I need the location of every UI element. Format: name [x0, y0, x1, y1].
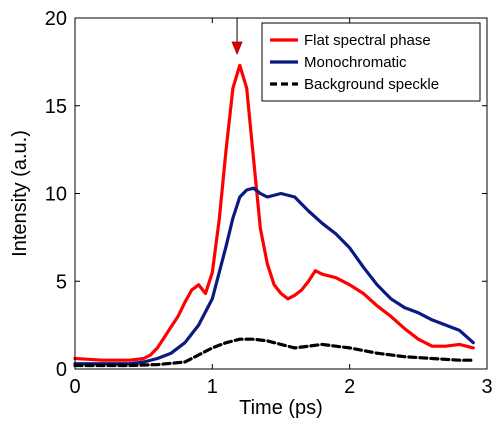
series-line-1	[73, 186, 475, 366]
legend-box	[261, 22, 481, 102]
legend-label: Background speckle	[304, 76, 439, 93]
x-tick-label: 2	[344, 376, 355, 398]
x-tick-label: 0	[69, 376, 80, 398]
legend: Flat spectral phase Monochromatic Backgrou…	[261, 22, 481, 102]
x-tick-label: 1	[207, 376, 218, 398]
y-tick-label: 5	[56, 271, 67, 293]
x-axis-title: Time (ps)	[239, 397, 323, 419]
series-line-0	[73, 63, 475, 362]
annotation-arrow-head	[231, 41, 243, 56]
legend-label: Monochromatic	[304, 54, 407, 71]
y-tick-label: 15	[45, 96, 67, 118]
annotation	[231, 18, 243, 56]
y-axis-title: Intensity (a.u.)	[9, 130, 31, 257]
x-tick-label: 3	[481, 376, 492, 398]
legend-label: Flat spectral phase	[304, 32, 431, 49]
y-tick-label: 20	[45, 8, 67, 30]
series-line-2	[73, 337, 475, 368]
y-tick-label: 0	[56, 359, 67, 381]
y-tick-label: 10	[45, 184, 67, 206]
plot-frame	[74, 17, 488, 370]
series-lines	[73, 63, 475, 368]
